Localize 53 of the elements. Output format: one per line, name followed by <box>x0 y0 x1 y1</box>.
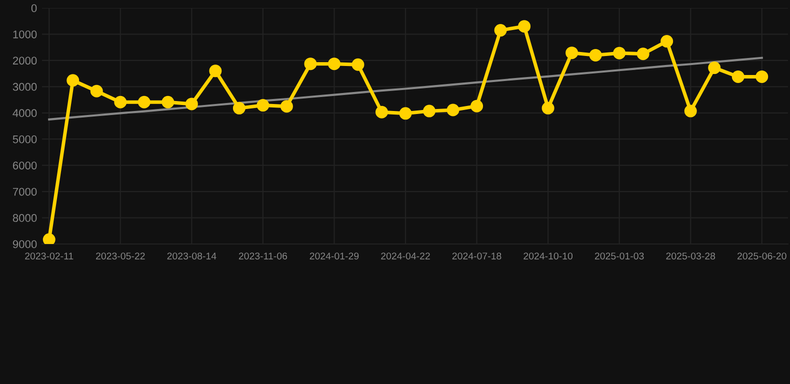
point <box>42 233 56 244</box>
point <box>304 58 317 70</box>
point <box>446 104 460 116</box>
y-tick-label: 5000 <box>12 135 37 144</box>
y-tick-label: 8000 <box>12 214 37 222</box>
x-tick-label: 2025-06-20 <box>737 252 786 260</box>
x-tick-label: 2024-10-10 <box>524 252 573 260</box>
point <box>399 107 412 120</box>
x-tick-label: 2023-11-06 <box>238 252 288 260</box>
point <box>328 58 340 70</box>
y-tick-label: 9000 <box>12 240 37 248</box>
point <box>518 20 531 33</box>
y-tick-label: 3000 <box>12 82 37 91</box>
y-tick-label: 1000 <box>13 30 37 38</box>
point <box>66 74 80 87</box>
point <box>162 96 174 108</box>
point <box>566 46 578 60</box>
y-tick-label: 0 <box>31 4 37 12</box>
line-series <box>48 56 763 120</box>
x-tick-label: 2024-07-18 <box>452 252 502 260</box>
point <box>138 96 150 108</box>
point <box>352 58 364 71</box>
point <box>613 46 626 60</box>
point <box>684 104 697 118</box>
y-tick-label: 6000 <box>12 162 37 170</box>
x-tick-label: 2024-01-29 <box>310 252 359 260</box>
point <box>542 102 554 114</box>
x-tick-label: 2023-02-11 <box>25 252 74 260</box>
point <box>256 99 270 112</box>
point <box>185 98 198 110</box>
point <box>209 64 222 78</box>
point <box>375 106 388 118</box>
point <box>732 70 744 83</box>
x-tick-label: 2025-03-28 <box>666 252 716 260</box>
point <box>756 70 768 83</box>
x-tick-label: 2024-04-22 <box>381 252 430 260</box>
point <box>660 35 674 48</box>
point <box>636 48 650 60</box>
point <box>114 96 127 108</box>
x-tick-label: 2023-05-22 <box>96 252 145 260</box>
point <box>708 62 721 74</box>
point <box>589 48 602 62</box>
point <box>494 24 507 37</box>
point <box>90 84 103 98</box>
point <box>470 100 484 112</box>
y-tick-label: 7000 <box>12 188 37 196</box>
x-tick-label: 2023-08-14 <box>167 252 216 260</box>
point <box>280 100 293 113</box>
y-tick-label: 2000 <box>12 56 37 65</box>
y-tick-label: 4000 <box>12 109 37 118</box>
x-tick-label: 2025-01-03 <box>594 252 644 260</box>
point <box>232 102 246 114</box>
point <box>423 104 436 118</box>
